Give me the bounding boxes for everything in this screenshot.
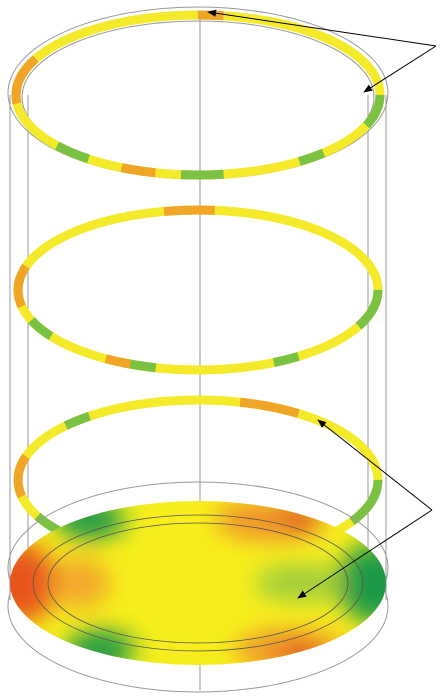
ring [18,210,378,370]
contour-disk [0,482,416,692]
ring [16,15,380,175]
figure [0,0,440,696]
